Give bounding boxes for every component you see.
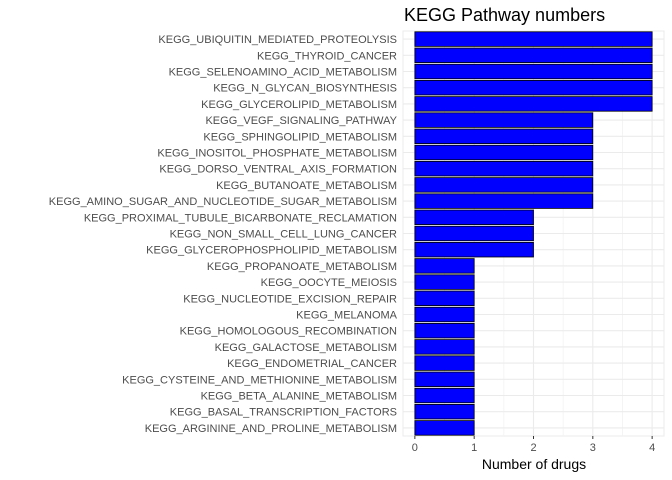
bar: [414, 144, 594, 161]
category-label: KEGG_BASAL_TRANSCRIPTION_FACTORS: [170, 407, 397, 419]
category-label: KEGG_PROXIMAL_TUBULE_BICARBONATE_RECLAMA…: [84, 212, 397, 224]
category-label: KEGG_SELENOAMINO_ACID_METABOLISM: [169, 67, 397, 79]
bar: [414, 355, 475, 371]
bar: [414, 209, 534, 225]
category-label: KEGG_BUTANOATE_METABOLISM: [216, 180, 397, 192]
bar: [414, 420, 475, 436]
x-axis-ticks: 0 1 2 3 4: [412, 436, 655, 454]
bars: [414, 31, 653, 436]
chart-title: KEGG Pathway numbers: [404, 5, 605, 25]
bar: [414, 258, 475, 274]
bar: [414, 404, 475, 420]
bar: [414, 63, 653, 80]
category-label: KEGG_HOMOLOGOUS_RECOMBINATION: [180, 326, 397, 338]
bar: [414, 225, 534, 242]
category-label: KEGG_PROPANOATE_METABOLISM: [207, 261, 397, 273]
bar: [414, 80, 653, 96]
bar: [414, 371, 475, 387]
category-label: KEGG_NON_SMALL_CELL_LUNG_CANCER: [170, 229, 397, 241]
category-label: KEGG_SPHINGOLIPID_METABOLISM: [203, 131, 397, 143]
category-label: KEGG_N_GLYCAN_BIOSYNTHESIS: [213, 83, 397, 95]
bar: [414, 177, 594, 193]
category-label: KEGG_ENDOMETRIAL_CANCER: [227, 358, 397, 370]
bar: [414, 339, 475, 355]
category-label: KEGG_ARGININE_AND_PROLINE_METABOLISM: [145, 423, 397, 435]
bar: [414, 47, 653, 63]
bar: [414, 323, 475, 339]
bar: [414, 274, 475, 290]
x-tick-label: 4: [649, 442, 655, 454]
bar: [414, 306, 475, 323]
x-tick-label: 3: [590, 442, 596, 454]
x-tick-label: 0: [412, 442, 418, 454]
bar: [414, 112, 594, 128]
category-label: KEGG_DORSO_VENTRAL_AXIS_FORMATION: [159, 164, 397, 176]
category-label: KEGG_THYROID_CANCER: [257, 50, 397, 62]
category-label: KEGG_GALACTOSE_METABOLISM: [215, 342, 397, 354]
category-label: KEGG_UBIQUITIN_MEDIATED_PROTEOLYSIS: [158, 34, 397, 46]
category-labels: KEGG_UBIQUITIN_MEDIATED_PROTEOLYSIS KEGG_…: [49, 34, 398, 435]
category-label: KEGG_MELANOMA: [296, 310, 398, 322]
category-label: KEGG_INOSITOL_PHOSPHATE_METABOLISM: [157, 148, 397, 160]
category-label: KEGG_GLYCEROLIPID_METABOLISM: [201, 99, 397, 111]
bar: [414, 290, 475, 306]
category-label: KEGG_AMINO_SUGAR_AND_NUCLEOTIDE_SUGAR_ME…: [49, 196, 397, 208]
x-tick-label: 1: [471, 442, 477, 454]
x-tick-label: 2: [530, 442, 536, 454]
bar: [414, 31, 653, 47]
bar: [414, 193, 594, 209]
bar: [414, 161, 594, 177]
bar: [414, 242, 534, 258]
category-label: KEGG_CYSTEINE_AND_METHIONINE_METABOLISM: [122, 374, 397, 386]
bar: [414, 96, 653, 112]
category-label: KEGG_BETA_ALANINE_METABOLISM: [201, 391, 397, 403]
category-label: KEGG_NUCLEOTIDE_EXCISION_REPAIR: [183, 293, 397, 305]
category-label: KEGG_OOCYTE_MEIOSIS: [261, 277, 397, 289]
bar: [414, 128, 594, 144]
bar: [414, 387, 475, 404]
category-label: KEGG_GLYCEROPHOSPHOLIPID_METABOLISM: [146, 245, 397, 257]
x-axis-title: Number of drugs: [482, 456, 586, 472]
category-label: KEGG_VEGF_SIGNALING_PATHWAY: [205, 115, 397, 127]
